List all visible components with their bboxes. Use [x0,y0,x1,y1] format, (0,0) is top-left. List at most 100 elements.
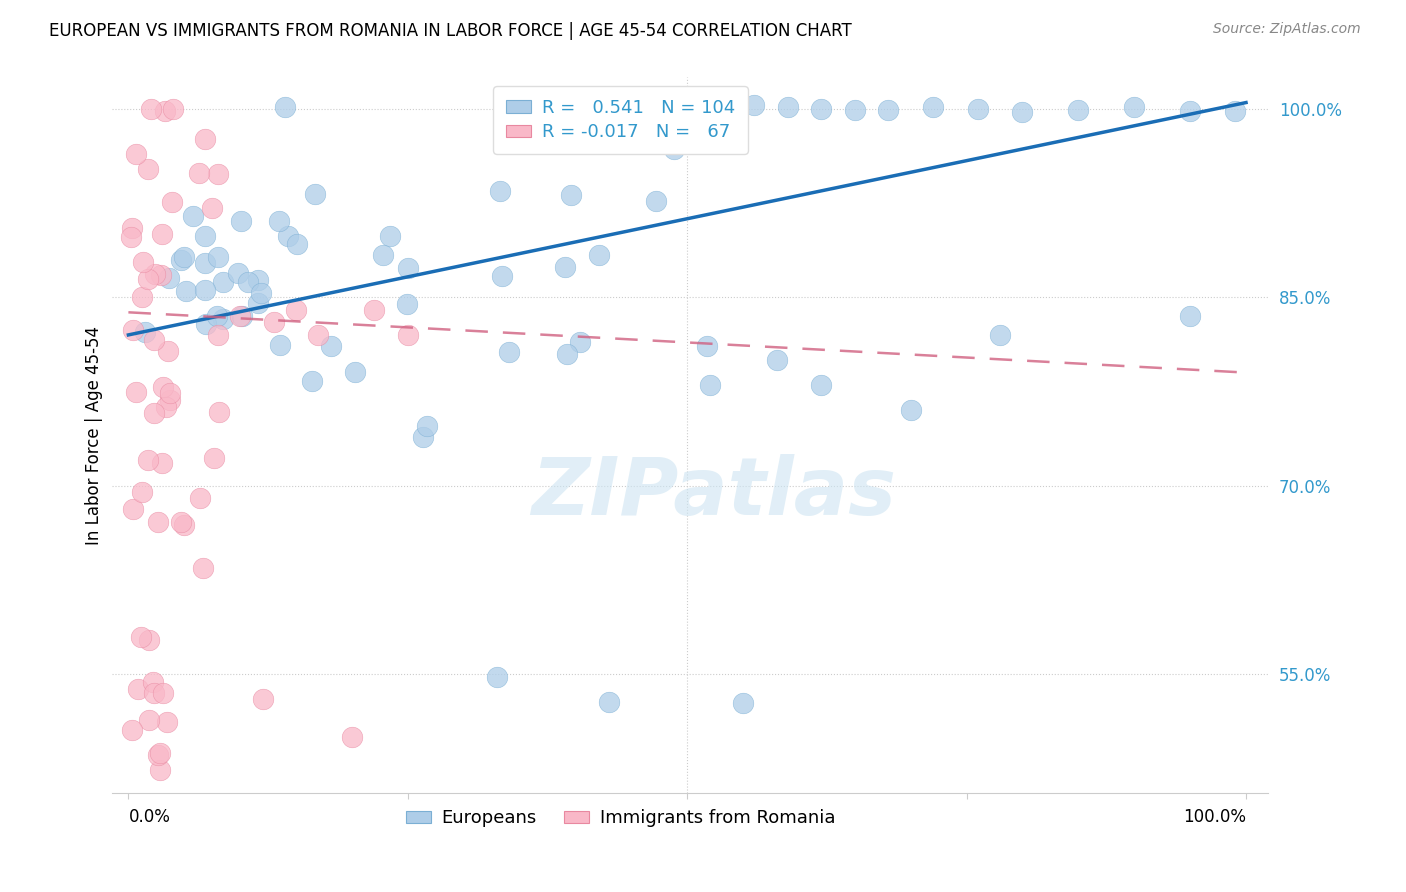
Point [212,311,235,326]
Point [159,385,181,400]
Point [156,714,179,729]
Point [194,229,217,244]
Point [173,251,195,265]
Point [162,102,184,116]
Point [363,302,385,317]
Point [699,378,721,392]
Point [170,253,193,268]
Point [193,283,215,297]
Point [508,133,530,147]
Point [143,267,166,281]
Point [676,100,699,114]
Point [132,255,155,269]
Legend: Europeans, Immigrants from Romania: Europeans, Immigrants from Romania [398,802,842,834]
Point [150,227,173,242]
Point [194,317,217,331]
Point [152,686,174,700]
Point [1011,105,1033,120]
Point [148,746,170,760]
Point [498,345,520,359]
Point [586,111,609,125]
Point [1178,309,1201,323]
Point [121,723,143,737]
Point [226,266,249,280]
Point [146,515,169,529]
Point [152,380,174,394]
Point [541,100,564,114]
Point [207,327,229,342]
Point [416,418,439,433]
Point [142,675,165,690]
Point [153,104,176,119]
Point [207,405,229,419]
Point [877,103,900,117]
Point [555,346,578,360]
Point [246,273,269,287]
Point [643,102,665,116]
Point [1223,104,1246,119]
Point [249,285,271,300]
Point [664,142,686,156]
Point [212,275,235,289]
Point [269,214,291,228]
Point [149,763,172,777]
Point [412,430,434,444]
Point [810,378,832,392]
Point [142,406,165,420]
Point [307,327,329,342]
Text: 0.0%: 0.0% [128,808,170,826]
Point [489,184,512,198]
Point [1178,104,1201,119]
Point [150,456,173,470]
Point [136,452,159,467]
Point [194,132,217,146]
Point [174,285,197,299]
Point [229,309,252,323]
Point [201,201,224,215]
Point [159,393,181,408]
Text: ZIPatlas: ZIPatlas [530,454,896,532]
Point [966,103,988,117]
Point [742,98,765,112]
Point [129,630,152,644]
Point [124,385,146,400]
Point [844,103,866,117]
Point [125,147,148,161]
Point [285,237,308,252]
Point [136,161,159,176]
Point [378,229,401,244]
Point [765,353,787,368]
Point [575,103,598,118]
Point [554,260,576,275]
Point [624,95,647,110]
Point [127,681,149,696]
Point [696,339,718,353]
Point [491,269,513,284]
Point [162,195,184,210]
Point [205,309,228,323]
Point [733,696,755,710]
Point [523,132,546,146]
Point [134,325,156,339]
Point [138,633,160,648]
Point [188,166,211,180]
Point [207,251,229,265]
Point [120,229,142,244]
Text: EUROPEAN VS IMMIGRANTS FROM ROMANIA IN LABOR FORCE | AGE 45-54 CORRELATION CHART: EUROPEAN VS IMMIGRANTS FROM ROMANIA IN L… [49,22,852,40]
Point [343,365,366,379]
Point [321,339,343,353]
Point [263,315,285,329]
Point [231,310,253,324]
Point [252,692,274,706]
Point [560,188,582,202]
Point [710,103,733,117]
Point [136,271,159,285]
Point [486,669,509,683]
Point [285,302,308,317]
Point [131,290,153,304]
Point [121,220,143,235]
Point [588,248,610,262]
Point [1123,100,1146,114]
Point [157,271,180,285]
Point [269,338,291,352]
